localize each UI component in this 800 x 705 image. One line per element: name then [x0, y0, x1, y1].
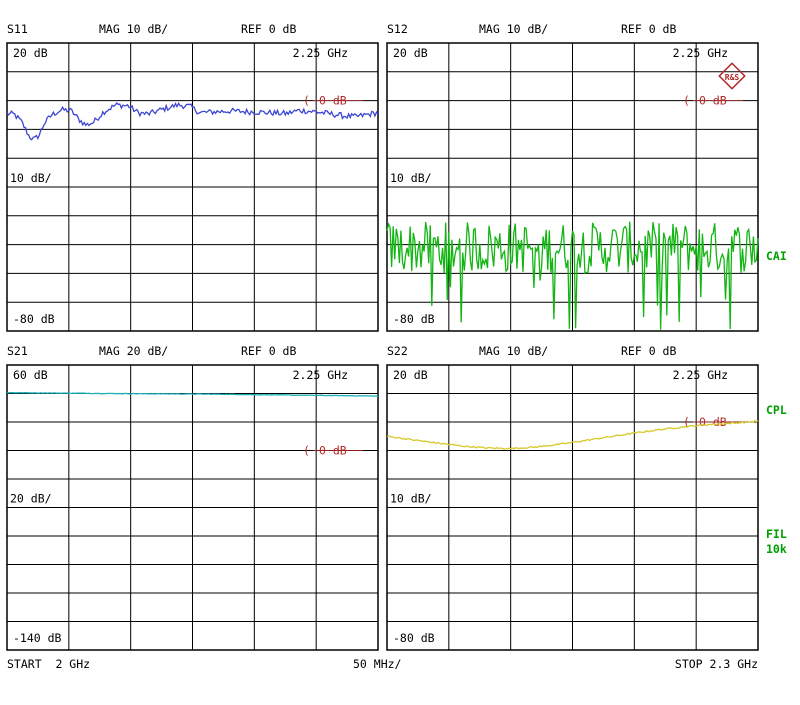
frame-s11: [6, 42, 379, 332]
trace-s12: [386, 221, 759, 330]
rs-logo-text: R&S: [725, 73, 740, 82]
param-label-s21: S21: [7, 344, 28, 358]
bottom-scale-s12: -80 dB: [393, 312, 435, 326]
panel-s21: S21 MAG 20 dB/REF 0 dB 60 dB 2.25 GHz 20 dB/…: [6, 344, 379, 651]
marker-freq-s21: 2.25 GHz: [293, 368, 348, 382]
ref-label-s11: REF 0 dB: [241, 22, 296, 36]
footer-stop: STOP 2.3 GHz: [675, 657, 758, 671]
mid-scale-s22: 10 dB/: [390, 492, 432, 506]
ref-label-s12: REF 0 dB: [621, 22, 676, 36]
marker-freq-s12: 2.25 GHz: [673, 46, 728, 60]
param-label-s11: S11: [7, 22, 28, 36]
ref-label-s21: REF 0 dB: [241, 344, 296, 358]
param-label-s22: S22: [387, 344, 408, 358]
footer-span: 50 MHz/: [353, 657, 402, 671]
param-label-s12: S12: [387, 22, 408, 36]
footer-start: START 2 GHz: [7, 657, 90, 671]
frame-s12: [386, 42, 759, 332]
ref-arrow-s11: (: [303, 94, 310, 108]
side-label-fil: FIL: [766, 527, 787, 541]
top-scale-s12: 20 dB: [393, 46, 428, 60]
marker-freq-s11: 2.25 GHz: [293, 46, 348, 60]
side-label-cai: CAI: [766, 249, 787, 263]
format-label-s22: MAG 10 dB/: [479, 344, 548, 358]
panel-s11: S11 MAG 10 dB/REF 0 dB 20 dB 2.25 GHz 10 dB/…: [6, 22, 379, 332]
top-scale-s21: 60 dB: [13, 368, 48, 382]
marker-freq-s22: 2.25 GHz: [673, 368, 728, 382]
mid-scale-s21: 20 dB/: [10, 492, 52, 506]
mid-scale-s11: 10 dB/: [10, 171, 52, 185]
format-label-s12: MAG 10 dB/: [479, 22, 548, 36]
bottom-scale-s22: -80 dB: [393, 631, 435, 645]
grid-s11: [7, 43, 378, 331]
mid-scale-s12: 10 dB/: [390, 171, 432, 185]
format-label-s21: MAG 20 dB/: [99, 344, 168, 358]
ref-arrow-s12: (: [683, 94, 690, 108]
panel-s12: S12 MAG 10 dB/REF 0 dB 20 dB 2.25 GHz 10 dB/…: [386, 22, 759, 332]
ref-arrow-s21: (: [303, 444, 310, 458]
bottom-scale-s11: -80 dB: [13, 312, 55, 326]
frame-s22: [386, 364, 759, 651]
trace-s11: [6, 101, 379, 141]
ref-label-s22: REF 0 dB: [621, 344, 676, 358]
rs-logo-icon: R&S: [718, 62, 746, 90]
grid-s12: [387, 43, 758, 331]
grid-s22: [387, 365, 758, 650]
trace-s22: [386, 420, 759, 450]
ref-arrow-s22: (: [683, 415, 690, 429]
format-label-s11: MAG 10 dB/: [99, 22, 168, 36]
panel-s22: S22 MAG 10 dB/REF 0 dB 20 dB 2.25 GHz 10 dB/…: [386, 344, 759, 651]
top-scale-s11: 20 dB: [13, 46, 48, 60]
side-label-cpl: CPL: [766, 403, 787, 417]
frame-s21: [6, 364, 379, 651]
grid-s21: [7, 365, 378, 650]
top-scale-s22: 20 dB: [393, 368, 428, 382]
trace-s21: [7, 391, 379, 397]
side-label-fil-bw: 10k: [766, 542, 787, 556]
bottom-scale-s21: -140 dB: [13, 631, 62, 645]
